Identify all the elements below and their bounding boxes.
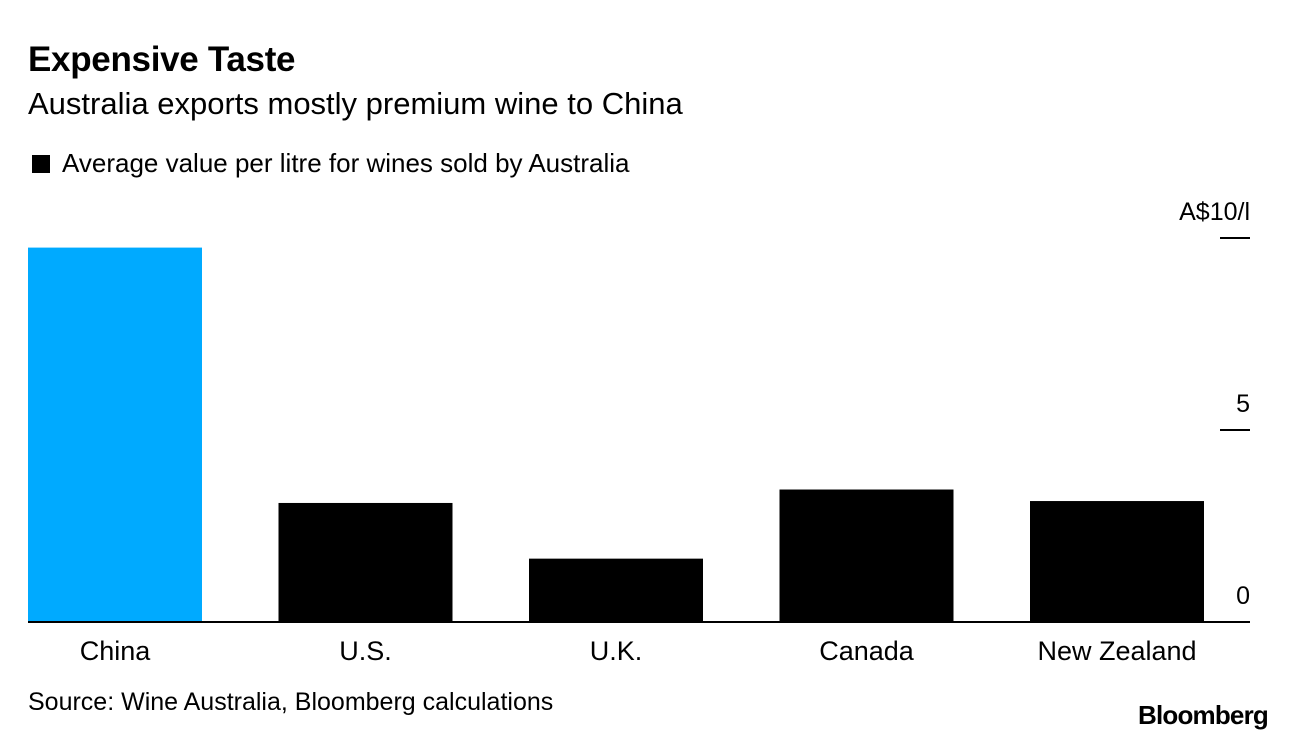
bar-new-zealand (1030, 501, 1204, 622)
legend: Average value per litre for wines sold b… (32, 148, 629, 179)
chart-title: Expensive Taste (28, 40, 296, 79)
legend-label: Average value per litre for wines sold b… (62, 148, 630, 178)
bar-u-s (278, 502, 453, 622)
y-tick-label: A$10/l (1179, 198, 1250, 226)
bar-canada (779, 489, 954, 622)
y-tick-label: 0 (1236, 582, 1250, 610)
y-axis: 0 5 A$10/l (1179, 198, 1250, 610)
x-tick-label: China (80, 636, 152, 666)
y-tick-label: 5 (1236, 390, 1250, 418)
source-note: Source: Wine Australia, Bloomberg calcul… (28, 688, 554, 716)
bars-group (28, 247, 1204, 622)
bar-u-k (529, 558, 703, 622)
bloomberg-logo: Bloomberg (1137, 700, 1269, 730)
x-axis: China U.S. U.K. Canada New Zealand (80, 636, 1197, 666)
x-tick-label: Canada (819, 636, 915, 666)
chart-subtitle: Australia exports mostly premium wine to… (28, 86, 683, 121)
legend-swatch (32, 154, 50, 173)
bar-china (28, 247, 202, 622)
x-tick-label: New Zealand (1037, 636, 1196, 666)
x-tick-label: U.S. (339, 636, 392, 666)
x-tick-label: U.K. (590, 636, 643, 666)
